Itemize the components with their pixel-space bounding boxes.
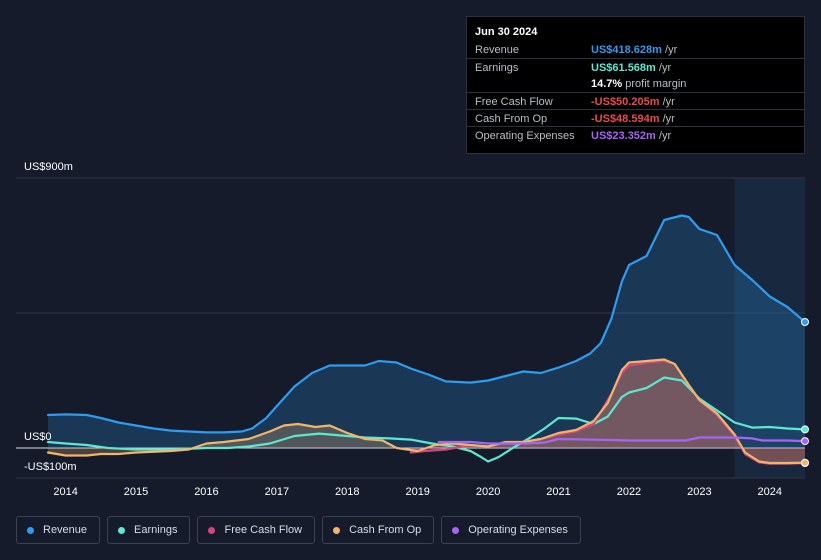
dot-icon [333, 526, 341, 534]
x-tick-label: 2019 [405, 486, 429, 498]
tooltip-value: -US$50.205m /yr [591, 96, 675, 108]
legend-label: Free Cash Flow [224, 524, 303, 536]
revenue-line [46, 214, 807, 434]
tooltip-value: US$418.628m /yr [591, 44, 678, 56]
tooltip-value: -US$48.594m /yr [591, 113, 675, 125]
y-axis-zero-label: US$0 [24, 431, 52, 443]
tooltip-date: Jun 30 2024 [475, 26, 538, 38]
x-tick-label: 2014 [53, 486, 77, 498]
tooltip-label: Earnings [475, 62, 519, 74]
x-tick-label: 2021 [546, 486, 570, 498]
x-tick-label: 2016 [194, 486, 218, 498]
operating-expenses-endpoint [801, 437, 809, 446]
legend-item-operating-expenses[interactable]: Operating Expenses [441, 516, 581, 544]
revenue-endpoint [801, 318, 809, 326]
x-tick-label: 2024 [758, 486, 782, 498]
tooltip-label: Revenue [475, 44, 520, 56]
dot-icon [452, 526, 460, 534]
tooltip-label: Free Cash Flow [475, 96, 553, 108]
dot-icon [208, 526, 216, 534]
legend-label: Cash From Op [349, 524, 422, 536]
dot-icon [27, 526, 34, 534]
x-tick-label: 2020 [476, 486, 500, 498]
x-tick-label: 2022 [617, 486, 641, 498]
x-tick-label: 2017 [265, 486, 289, 498]
series-endpoints [801, 318, 809, 467]
x-tick-label: 2018 [335, 486, 359, 498]
x-tick-label: 2023 [687, 486, 711, 498]
series-fills [48, 215, 805, 464]
tooltip-value: US$23.352m /yr [591, 130, 672, 142]
tooltip-row-revenue: Revenue US$418.628m /yr [467, 41, 804, 58]
tooltip-row-opex: Operating Expenses US$23.352m /yr [467, 126, 804, 144]
legend-label: Earnings [134, 524, 178, 536]
tooltip-row-margin: 14.7% profit margin [467, 75, 804, 92]
legend-item-cash-from-op[interactable]: Cash From Op [322, 516, 435, 544]
cash-from-op-line [46, 358, 807, 465]
tooltip-row-earnings: Earnings US$61.568m /yr [467, 58, 804, 76]
tooltip-panel: Jun 30 2024 Revenue US$418.628m /yr Earn… [466, 16, 805, 154]
earnings-endpoint [801, 425, 809, 434]
tooltip-row-fcf: Free Cash Flow -US$50.205m /yr [467, 92, 804, 110]
tooltip-profit-margin: 14.7% profit margin [591, 78, 687, 90]
y-axis-top-label: US$900m [24, 161, 73, 173]
y-axis-bottom-label: -US$100m [24, 461, 77, 473]
earnings-line [46, 376, 807, 463]
grid-lines [16, 177, 805, 479]
x-tick-label: 2015 [124, 486, 148, 498]
tooltip-label: Operating Expenses [475, 130, 575, 142]
revenue-area [48, 215, 805, 448]
legend-item-free-cash-flow[interactable]: Free Cash Flow [197, 516, 316, 544]
legend-item-revenue[interactable]: Revenue [16, 516, 101, 544]
legend-label: Revenue [43, 524, 88, 536]
tooltip-row-cfo: Cash From Op -US$48.594m /yr [467, 109, 804, 127]
legend-item-earnings[interactable]: Earnings [107, 516, 191, 544]
legend: Revenue Earnings Free Cash Flow Cash Fro… [16, 516, 581, 546]
dot-icon [118, 526, 126, 534]
legend-label: Operating Expenses [468, 524, 568, 536]
operating-expenses-line [437, 436, 807, 445]
tooltip-label: Cash From Op [475, 113, 548, 125]
series-lines [46, 214, 807, 465]
tooltip-value: US$61.568m /yr [591, 62, 672, 74]
cash-from-op-endpoint [801, 458, 809, 467]
x-axis-ticks: 2014 2015 2016 2017 2018 2019 2020 2021 2022 2023… [53, 486, 782, 498]
